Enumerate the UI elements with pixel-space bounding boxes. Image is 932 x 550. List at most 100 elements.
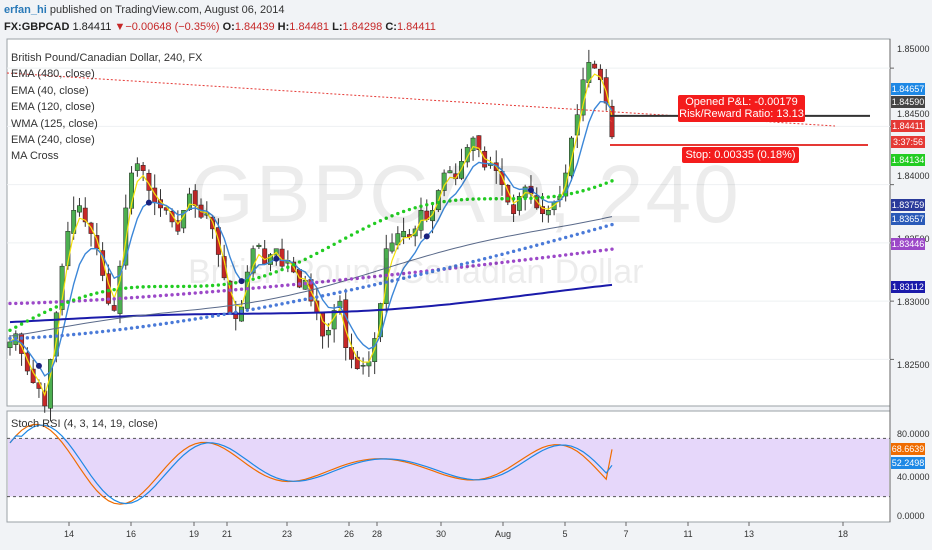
wma125-dot [181, 292, 186, 296]
symbol-info-line: FX:GBPCAD 1.84411 ▼−0.00648 (−0.35%) O:1… [4, 21, 436, 33]
wma125-dot [384, 273, 388, 278]
ema240-dot [488, 255, 493, 259]
wma125-dot [54, 300, 59, 304]
ema240-dot [291, 299, 296, 304]
ma-cross-dot [494, 197, 498, 201]
candle-body [516, 196, 522, 211]
price-tick: 1.83000 [897, 297, 930, 307]
ema240-dot [251, 307, 255, 311]
ma-cross-dot [367, 224, 371, 228]
ma-cross-dot [529, 196, 533, 201]
ma-cross-dot [187, 284, 192, 289]
candle-body [221, 256, 227, 279]
ma-cross-dot [523, 196, 527, 201]
legend-item-ema240[interactable]: EMA (240, close) [11, 134, 95, 147]
candle-body [325, 330, 331, 336]
ema240-dot [558, 237, 562, 241]
ema240-dot [494, 254, 498, 258]
ma-cross-dot [425, 203, 429, 207]
ma-cross-dot [430, 201, 435, 206]
ema240-dot [396, 277, 400, 282]
ema240-dot [135, 325, 140, 330]
wma125-dot [488, 262, 493, 266]
ema240-dot [222, 312, 226, 316]
wma125-dot [19, 301, 24, 305]
time-tick: 16 [125, 529, 137, 539]
candle-body [24, 352, 30, 372]
ema240-dot [153, 323, 157, 327]
wma125-dot [286, 283, 290, 287]
ema240-dot [598, 226, 603, 230]
legend-item-ma-cross[interactable]: MA Cross [11, 150, 59, 163]
ema240-dot [477, 258, 481, 262]
ma-cross-dot [262, 274, 267, 278]
ema240-dot [205, 315, 209, 319]
wma125-dot [83, 298, 87, 303]
ma-cross-dot [471, 197, 475, 201]
candle-body [100, 250, 106, 276]
wma125-dot [378, 274, 383, 278]
ma-cross-dot [268, 272, 273, 276]
ma-cross-dot [118, 287, 122, 291]
ema240-dot [48, 334, 53, 339]
rsi-tag-k: 68.6639 [891, 443, 925, 455]
ema240-dot [482, 257, 487, 261]
wma125-dot [581, 251, 585, 255]
ema240-dot [610, 222, 614, 227]
ema240-dot [193, 317, 197, 321]
last-price: 1.84411 [72, 21, 112, 33]
ma-cross-dot [216, 283, 221, 287]
wma125-dot [291, 282, 296, 287]
legend-item-wma125[interactable]: WMA (125, close) [11, 117, 98, 130]
ma-cross-dot [454, 198, 458, 202]
ma-cross-marker [527, 187, 534, 194]
ema240-dot [199, 316, 203, 320]
ema240-dot [569, 234, 574, 238]
candle-body [476, 135, 482, 150]
ema240-dot [367, 284, 371, 288]
high-value: 1.84481 [289, 21, 330, 33]
ema240-dot [459, 262, 464, 267]
chart-header: erfan_hi published on TradingView.com, A… [0, 0, 932, 38]
ema240-dot [529, 245, 533, 249]
publisher-line: erfan_hi published on TradingView.com, A… [4, 4, 284, 16]
rsi-tag-d: 52.2498 [891, 457, 925, 469]
wma125-dot [199, 290, 203, 295]
wma125-dot [309, 281, 313, 285]
author-link[interactable]: erfan_hi [4, 4, 47, 16]
ema240-dot [506, 251, 510, 255]
ema240-dot [454, 264, 458, 268]
ema240-dot [181, 319, 186, 323]
wma125-dot [413, 270, 417, 274]
wma125-dot [303, 281, 307, 286]
ma-cross-dot [517, 196, 522, 201]
legend-item-ema120[interactable]: EMA (120, close) [11, 101, 95, 114]
ma-cross-dot [135, 285, 140, 289]
legend-item-ema40[interactable]: EMA (40, close) [11, 84, 89, 97]
time-tick: 26 [343, 529, 355, 539]
ema240-dot [425, 271, 429, 275]
legend-item-ema480[interactable]: EMA (480, close) [11, 68, 95, 81]
wma125-dot [587, 250, 591, 254]
ema240-dot [106, 329, 111, 333]
ma-cross-dot [587, 187, 591, 191]
time-tick: 21 [221, 529, 233, 539]
ema240-dot [604, 224, 608, 228]
candle-body [540, 206, 545, 215]
ema240-dot [297, 298, 302, 303]
ema240-dot [66, 333, 70, 337]
ma-cross-dot [141, 285, 145, 289]
ma-cross-dot [100, 290, 105, 294]
wma125-dot [222, 288, 226, 293]
stoch-rsi-label[interactable]: Stoch RSI (4, 3, 14, 19, close) [11, 418, 158, 430]
ema240-dot [338, 290, 342, 294]
ema240-dot [581, 231, 585, 235]
wma125-dot [592, 249, 597, 254]
ma-cross-dot [193, 284, 197, 288]
ema240-dot [257, 306, 261, 310]
ema240-dot [43, 335, 47, 339]
wma125-dot [349, 277, 354, 281]
ma-cross-dot [234, 281, 238, 285]
candle-body [175, 220, 181, 232]
ma-cross-dot [361, 227, 365, 231]
